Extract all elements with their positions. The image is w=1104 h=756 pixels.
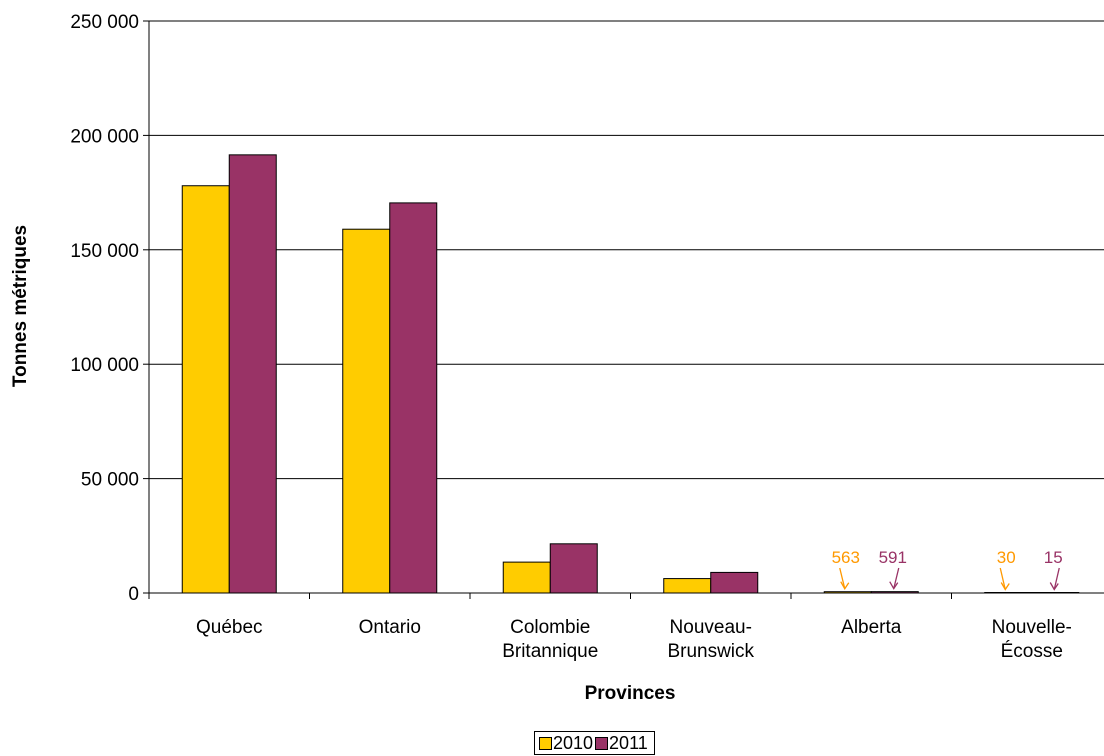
annotation-label: 30 <box>997 548 1016 567</box>
x-tick-label: Écosse <box>1001 641 1063 662</box>
annotation-arrow <box>1053 567 1060 590</box>
annotation-arrowhead <box>840 581 850 590</box>
axes: 0 50 000 100 000 150 000 200 000 250 000 Québe… <box>70 12 1104 662</box>
bar-2011-1 <box>389 202 438 594</box>
annotation-label: 591 <box>879 548 907 567</box>
bar-2011-0 <box>228 154 277 594</box>
y-tick-label: 250 000 <box>70 12 139 33</box>
annotation-arrowhead <box>1000 582 1010 591</box>
y-tick-label: 0 <box>128 584 139 605</box>
y-axis-title: Tonnes métriques <box>10 225 31 387</box>
annotation-label: 15 <box>1044 548 1063 567</box>
legend-swatch-2011 <box>595 736 609 750</box>
annotation-arrow <box>839 567 846 589</box>
y-tick-label: 50 000 <box>81 470 139 491</box>
x-tick-label: Ontario <box>359 617 421 638</box>
y-tick-label: 150 000 <box>70 241 139 262</box>
x-tick-label: Nouvelle- <box>992 617 1072 638</box>
y-tick-label: 100 000 <box>70 355 139 376</box>
x-tick-label: Colombie <box>510 617 590 638</box>
legend: 2010 2011 <box>534 731 655 755</box>
legend-item-2010: 2010 <box>539 733 593 754</box>
legend-label-2011: 2011 <box>609 732 648 753</box>
legend-swatch-2010 <box>539 736 552 750</box>
x-tick-label: Nouveau- <box>670 617 752 638</box>
legend-item-2011: 2011 <box>595 733 648 754</box>
legend-label-2010: 2010 <box>553 732 594 753</box>
bar-2010-3 <box>663 578 712 594</box>
annotation-arrowhead <box>889 581 899 590</box>
x-tick-label: Brunswick <box>667 641 754 662</box>
annotation-arrowhead <box>1049 582 1059 591</box>
annotation-arrow <box>893 567 900 589</box>
gridlines <box>149 20 1104 480</box>
annotation-label: 563 <box>832 548 860 567</box>
bar-2010-0 <box>181 185 230 594</box>
y-tick-label: 200 000 <box>70 126 139 147</box>
bar-2010-1 <box>342 228 391 594</box>
x-tick-label: Québec <box>196 617 263 638</box>
bar-2011-3 <box>710 571 759 594</box>
annotations: 563 591 30 15 <box>832 548 1063 591</box>
x-tick-label: Britannique <box>502 641 598 662</box>
x-axis-title: Provinces <box>585 683 676 704</box>
annotation-arrow <box>999 567 1006 590</box>
bars <box>181 154 1080 594</box>
bar-2011-2 <box>549 543 598 594</box>
x-tick-label: Alberta <box>841 617 902 638</box>
bar-2010-2 <box>502 561 551 594</box>
